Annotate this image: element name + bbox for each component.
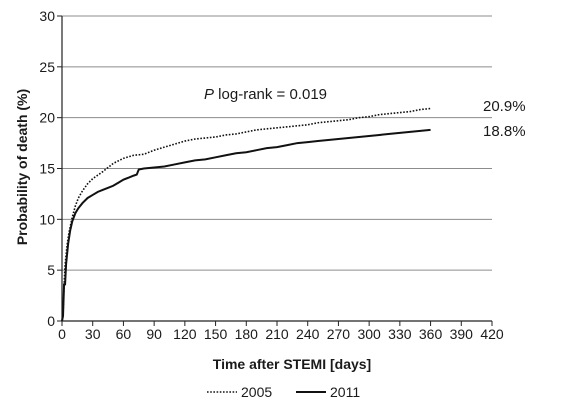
y-tick-label-20: 20 <box>39 110 55 126</box>
y-tick-labels: 0 5 10 15 20 25 30 <box>39 8 62 329</box>
x-tick-label-420: 420 <box>480 326 504 342</box>
x-tick-label-210: 210 <box>265 326 289 342</box>
gridlines <box>62 15 492 271</box>
x-tick-labels: 0 30 60 90 120 150 180 210 240 270 300 330 360 390 420 <box>58 321 504 342</box>
x-tick-label-270: 270 <box>327 326 351 342</box>
x-tick-label-180: 180 <box>235 326 259 342</box>
legend-label-2005: 2005 <box>241 384 272 400</box>
x-tick-label-120: 120 <box>173 326 197 342</box>
annotation-pvalue: P log-rank = 0.019 <box>204 86 327 103</box>
x-tick-label-150: 150 <box>204 326 228 342</box>
y-tick-label-15: 15 <box>39 161 55 177</box>
x-tick-label-360: 360 <box>419 326 443 342</box>
annotation-text: log-rank = 0.019 <box>214 86 327 103</box>
series-line-2005 <box>61 107 431 322</box>
end-label-2011: 18.8% <box>483 123 526 140</box>
y-axis-label: Probability of death (%) <box>14 89 30 245</box>
y-tick-label-30: 30 <box>39 8 55 24</box>
annotation-p: P <box>204 86 214 103</box>
x-tick-label-30: 30 <box>85 326 101 342</box>
legend-label-2011: 2011 <box>330 384 360 400</box>
x-axis-label: Time after STEMI [days] <box>213 356 371 372</box>
x-tick-label-390: 390 <box>450 326 474 342</box>
x-tick-label-240: 240 <box>296 326 320 342</box>
x-tick-label-330: 330 <box>388 326 412 342</box>
y-tick-label-25: 25 <box>39 59 55 75</box>
legend: 2005 2011 <box>207 384 360 400</box>
x-tick-label-60: 60 <box>116 326 132 342</box>
x-tick-label-300: 300 <box>357 326 381 342</box>
series-line-2011 <box>61 128 431 322</box>
series <box>61 107 431 322</box>
y-tick-label-10: 10 <box>39 211 55 227</box>
end-label-2005: 20.9% <box>483 98 526 115</box>
x-tick-label-90: 90 <box>146 326 162 342</box>
x-tick-label-0: 0 <box>58 326 66 342</box>
y-tick-label-0: 0 <box>47 313 55 329</box>
y-tick-label-5: 5 <box>47 262 55 278</box>
